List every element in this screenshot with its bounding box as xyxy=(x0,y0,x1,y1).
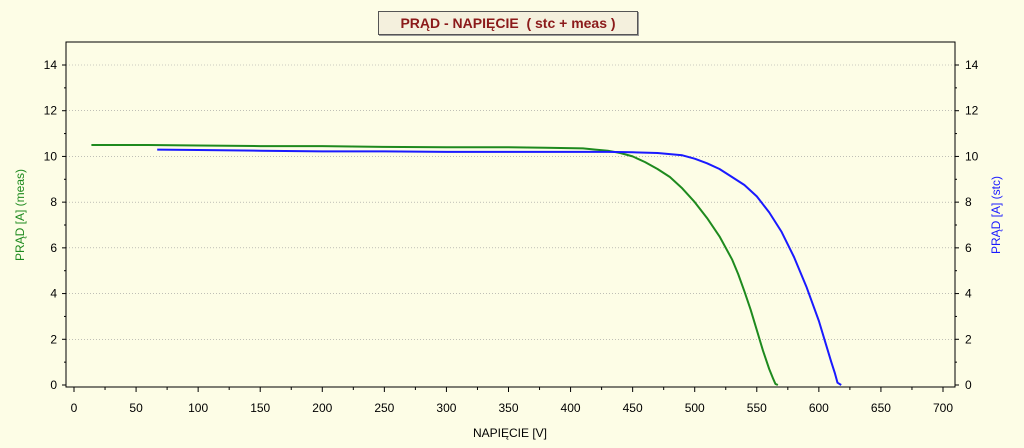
x-tick-label: 650 xyxy=(871,401,891,415)
y-tick-label-right: 14 xyxy=(965,58,979,72)
y-tick-label-right: 12 xyxy=(965,104,979,118)
y-tick-label-left: 6 xyxy=(50,241,57,255)
series-line-meas xyxy=(91,144,779,386)
series-line-stc xyxy=(157,148,842,386)
x-tick-label: 400 xyxy=(561,401,581,415)
grid-layer xyxy=(66,64,955,340)
x-tick-label: 200 xyxy=(312,401,332,415)
x-tick-label: 700 xyxy=(933,401,953,415)
chart-title: PRĄD - NAPIĘCIE ( stc + meas ) xyxy=(378,11,638,35)
y-tick-label-right: 0 xyxy=(965,378,972,392)
x-tick-label: 600 xyxy=(809,401,829,415)
y-tick-label-left: 4 xyxy=(50,287,57,301)
y-tick-label-left: 2 xyxy=(50,332,57,346)
y-tick-label-left: 0 xyxy=(50,378,57,392)
x-tick-label: 250 xyxy=(374,401,394,415)
y-axis-left-label: PRĄD [A] (meas) xyxy=(13,169,27,261)
x-tick-label: 450 xyxy=(623,401,643,415)
y-tick-label-right: 4 xyxy=(965,287,972,301)
x-tick-label: 350 xyxy=(498,401,518,415)
x-tick-label: 50 xyxy=(129,401,143,415)
y-tick-label-right: 10 xyxy=(965,149,979,163)
y-tick-label-left: 12 xyxy=(44,104,58,118)
x-tick-label: 550 xyxy=(747,401,767,415)
series-layer xyxy=(91,144,842,386)
x-tick-label: 100 xyxy=(188,401,208,415)
y-tick-label-right: 6 xyxy=(965,241,972,255)
y-tick-label-right: 2 xyxy=(965,332,972,346)
x-tick-label: 150 xyxy=(250,401,270,415)
y-tick-label-left: 8 xyxy=(50,195,57,209)
x-tick-label: 500 xyxy=(685,401,705,415)
y-tick-label-right: 8 xyxy=(965,195,972,209)
y-tick-label-left: 10 xyxy=(44,149,58,163)
x-axis-label: NAPIĘCIE [V] xyxy=(473,426,547,440)
x-tick-label: 0 xyxy=(71,401,78,415)
x-tick-label: 300 xyxy=(436,401,456,415)
y-tick-label-left: 14 xyxy=(44,58,58,72)
plot-area xyxy=(65,41,956,388)
y-axis-right-label: PRĄD [A] (stc) xyxy=(989,176,1003,254)
